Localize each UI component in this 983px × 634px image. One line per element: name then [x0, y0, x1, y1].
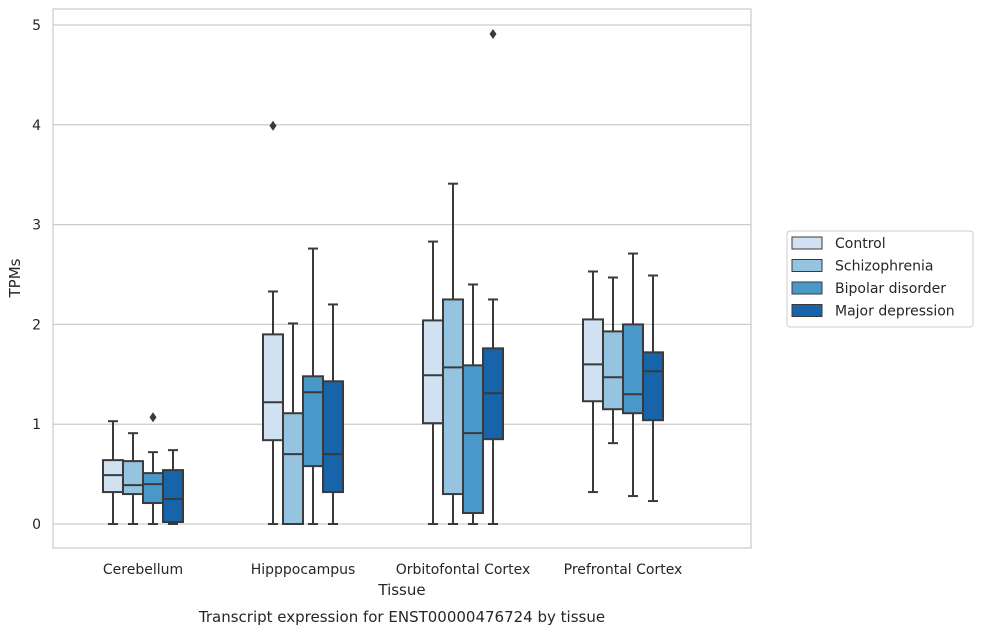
box-group [622, 252, 644, 498]
y-tick-label: 4 [32, 118, 41, 134]
box-group [102, 420, 124, 525]
box [322, 380, 344, 494]
box [302, 375, 324, 468]
x-tick-label: Cerebellum [103, 562, 183, 578]
legend-label: Control [835, 236, 886, 252]
boxes-layer [102, 28, 664, 525]
box [142, 472, 164, 505]
box-group [322, 303, 344, 525]
box [442, 298, 464, 496]
outlier-point [149, 412, 157, 423]
outlier-point [269, 120, 277, 131]
y-axis-title: TPMs [6, 258, 24, 298]
legend-swatch [791, 304, 823, 317]
y-tick-label: 1 [32, 417, 41, 433]
plot-area [52, 8, 752, 549]
box-group [282, 322, 304, 525]
box-group [582, 270, 604, 494]
box [282, 412, 304, 525]
legend-swatch [791, 236, 823, 250]
y-axis-ticks: 0 1 2 3 4 5 [32, 18, 41, 533]
x-tick-label: Orbitofontal Cortex [396, 562, 531, 578]
legend-label: Schizophrenia [835, 259, 933, 275]
box [422, 319, 444, 425]
box [602, 330, 624, 411]
legend-label: Major depression [835, 304, 955, 320]
legend-swatch [791, 259, 823, 272]
x-axis-ticks: Cerebellum Hipppocampus Orbitofontal Corte… [103, 562, 682, 578]
legend: Control Schizophrenia Bipolar disorder Majo… [786, 230, 974, 328]
legend-swatch [791, 281, 823, 295]
x-tick-label: Hipppocampus [251, 562, 356, 578]
box-group [462, 283, 484, 525]
box-group [262, 120, 284, 525]
y-tick-label: 3 [32, 218, 41, 234]
box-group [302, 247, 324, 525]
y-tick-label: 5 [32, 18, 41, 34]
box [642, 351, 664, 422]
box-group [422, 240, 444, 525]
box [462, 364, 484, 515]
legend-frame [786, 230, 974, 328]
box [122, 460, 144, 496]
box-group [642, 274, 664, 503]
y-tick-label: 0 [32, 517, 41, 533]
box [622, 323, 644, 415]
outlier-point [489, 28, 497, 39]
legend-label: Bipolar disorder [835, 281, 946, 297]
x-axis-title: Tissue [377, 581, 425, 599]
box-group [142, 412, 164, 525]
box [262, 333, 284, 442]
box-group [482, 28, 504, 525]
box [162, 469, 184, 524]
x-tick-label: Prefrontal Cortex [564, 562, 683, 578]
chart-caption: Transcript expression for ENST0000047672… [198, 608, 605, 626]
box [582, 318, 604, 403]
y-tick-label: 2 [32, 317, 41, 333]
gridlines [53, 24, 751, 525]
box-group [162, 449, 184, 525]
